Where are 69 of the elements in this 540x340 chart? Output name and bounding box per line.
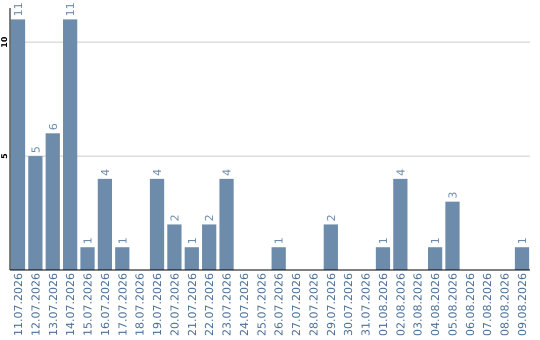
x-tick-label: 04.08.2026 [429, 273, 442, 336]
bar [115, 247, 130, 270]
data-label: 1 [186, 237, 199, 244]
data-label: 2 [203, 214, 216, 222]
bar [167, 224, 182, 270]
bar [445, 202, 460, 270]
x-tick-label: 28.07.2026 [307, 273, 320, 336]
x-tick-label: 07.08.2026 [481, 273, 494, 336]
data-label: 1 [429, 237, 442, 244]
x-tick-label: 20.07.2026 [168, 273, 182, 336]
bar [202, 224, 216, 270]
x-tick-label: 15.07.2026 [82, 273, 95, 336]
data-label: 11 [64, 2, 78, 16]
bar [98, 178, 112, 270]
data-label: 1 [376, 237, 390, 244]
x-tick-label: 30.07.2026 [342, 273, 356, 336]
bar [63, 19, 78, 270]
x-tick-label: 25.07.2026 [255, 273, 268, 336]
x-tick-label: 16.07.2026 [98, 273, 112, 336]
bar [324, 224, 338, 270]
data-label: 6 [46, 123, 60, 130]
x-tick-label: 06.08.2026 [464, 273, 477, 336]
bar [150, 178, 164, 270]
x-tick-label: 29.07.2026 [324, 273, 338, 336]
x-tick-label: 24.07.2026 [238, 273, 251, 336]
data-label: 3 [446, 192, 460, 199]
x-tick-label: 12.07.2026 [29, 273, 42, 336]
x-tick-label: 23.07.2026 [220, 273, 234, 336]
bar [514, 247, 530, 270]
x-tick-label: 26.07.2026 [272, 273, 286, 336]
x-tick-label: 03.08.2026 [412, 273, 425, 336]
x-tick-label: 08.08.2026 [498, 273, 512, 336]
y-tick-label: 10 [0, 36, 9, 48]
bar [46, 133, 60, 270]
bar [428, 247, 442, 270]
x-tick-label: 09.08.2026 [516, 273, 530, 336]
x-tick-label: 27.07.2026 [290, 273, 304, 336]
x-tick-label: 19.07.2026 [151, 273, 164, 336]
data-label: 11 [12, 2, 25, 16]
bar [28, 156, 42, 270]
data-label: 4 [394, 168, 408, 176]
x-tick-label: 22.07.2026 [203, 273, 216, 336]
data-label: 1 [82, 237, 95, 244]
x-tick-label: 31.07.2026 [360, 273, 373, 336]
data-label: 2 [168, 214, 182, 222]
bar [184, 247, 199, 270]
data-label: 5 [29, 146, 42, 154]
x-tick-label: 05.08.2026 [446, 273, 460, 336]
x-tick-label: 18.07.2026 [134, 273, 147, 336]
x-tick-label: 21.07.2026 [186, 273, 199, 336]
data-label: 1 [272, 237, 286, 244]
data-label: 1 [116, 237, 130, 244]
bar [272, 247, 286, 270]
x-tick-label: 17.07.2026 [116, 273, 130, 336]
bar [376, 247, 390, 270]
bar [80, 247, 95, 270]
bar [219, 178, 234, 270]
data-label: 4 [151, 168, 164, 176]
data-label: 4 [220, 168, 234, 176]
bar [10, 19, 26, 270]
data-label: 1 [516, 237, 530, 244]
x-tick-label: 11.07.2026 [12, 273, 25, 336]
x-tick-label: 13.07.2026 [46, 273, 60, 336]
data-label: 4 [98, 168, 112, 176]
x-tick-label: 14.07.2026 [64, 273, 78, 336]
bar [393, 178, 408, 270]
x-tick-label: 02.08.2026 [394, 273, 408, 336]
data-label: 2 [324, 214, 338, 222]
x-tick-label: 01.08.2026 [376, 273, 390, 336]
